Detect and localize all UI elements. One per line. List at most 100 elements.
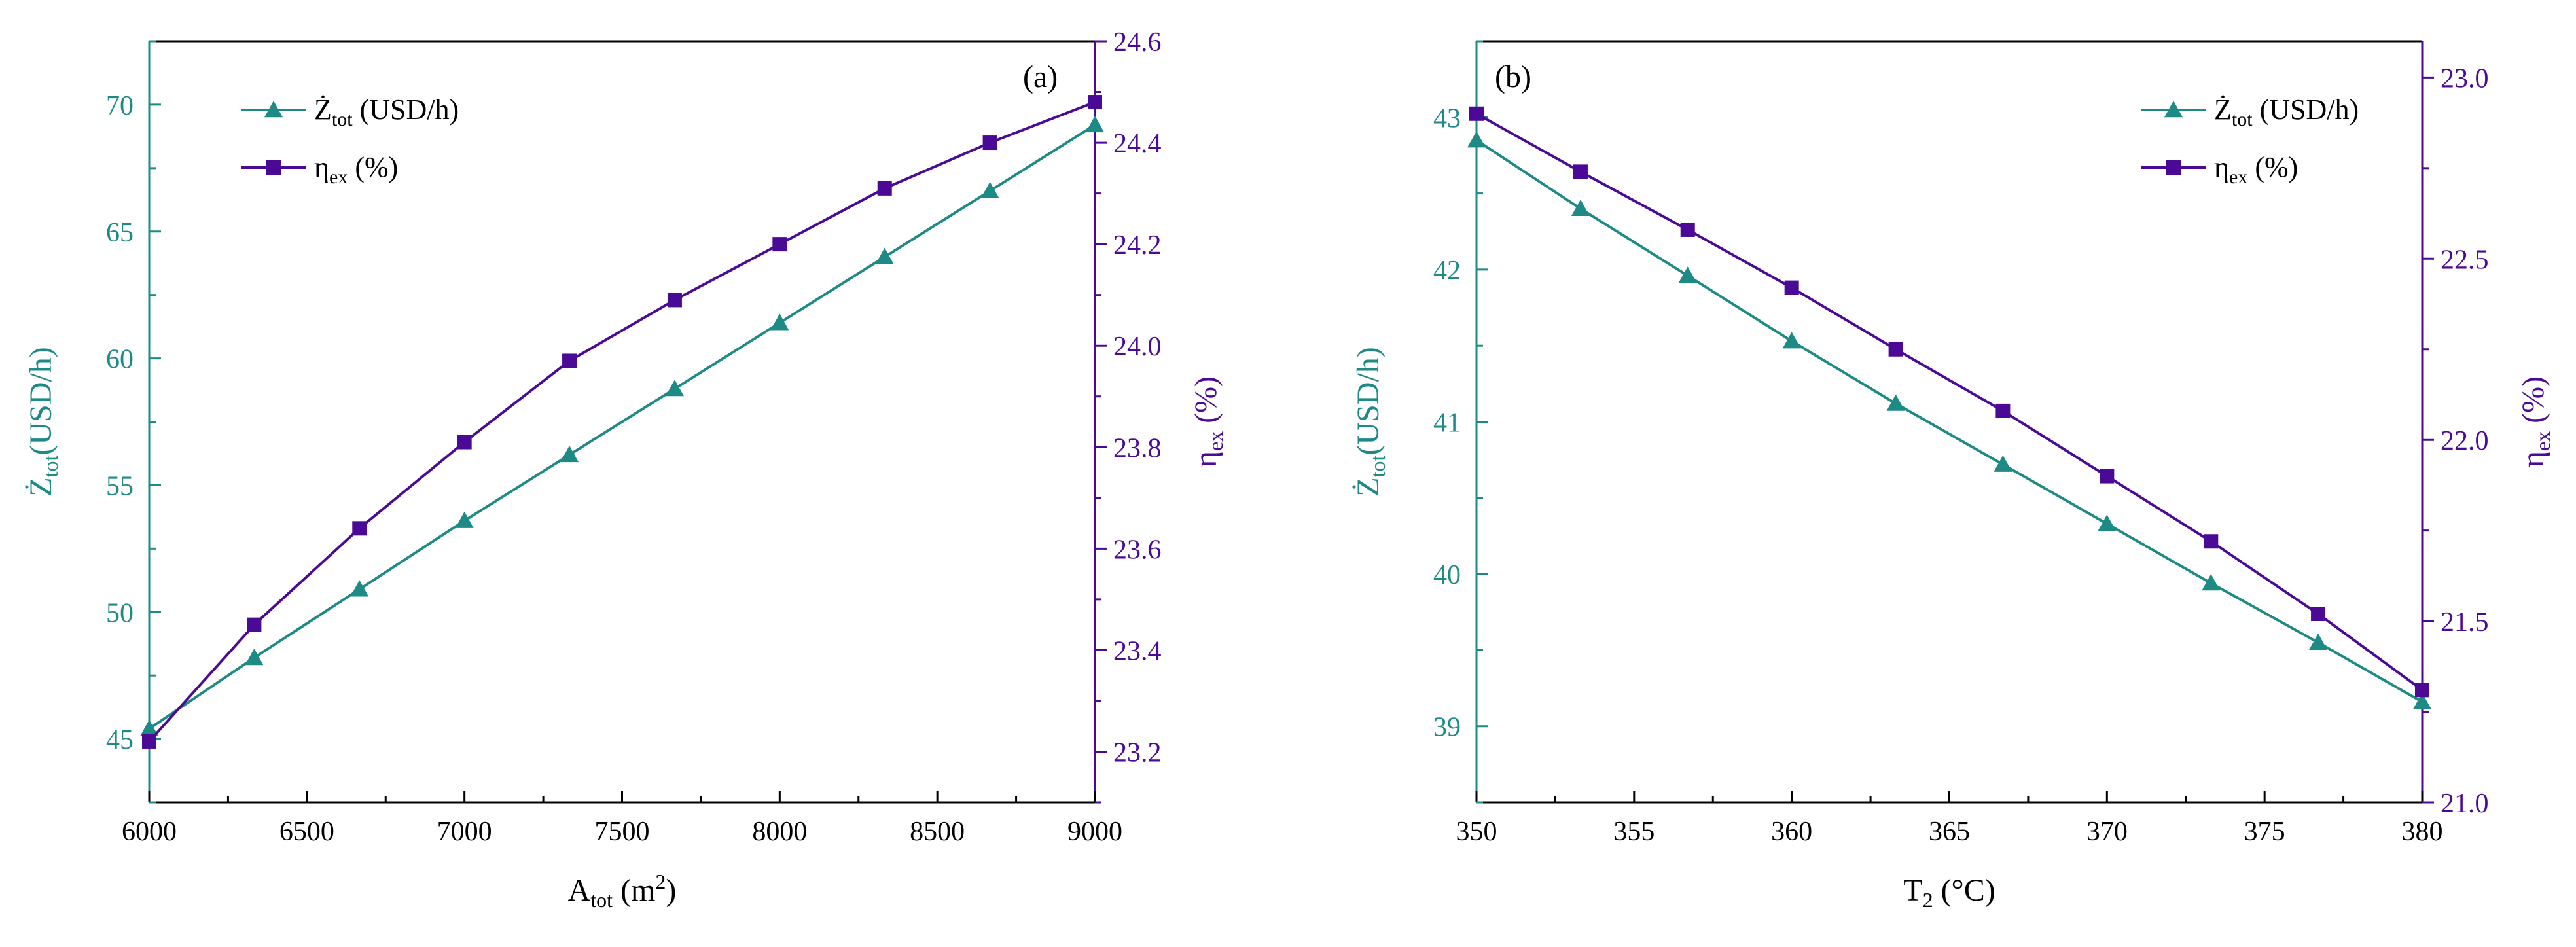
x-tick-label: 6000 [122,817,177,847]
square-marker [772,237,787,252]
left-tick-label: 60 [106,345,134,375]
triangle-marker [1678,266,1697,283]
left-tick-label: 42 [1433,256,1461,286]
triangle-marker [1994,455,2012,472]
x-tick-label: 365 [1929,817,1970,847]
left-axis-title: Żtot(USD/h) [1351,347,1389,496]
x-tick-label: 380 [2402,817,2443,847]
triangle-marker [560,445,579,463]
legend: Żtot (USD/h) ηex (%) [241,94,459,188]
triangle-marker [2413,692,2431,709]
square-marker [2204,534,2219,549]
triangle-marker [140,719,158,736]
triangle-marker [980,181,999,198]
chart-panel-b: 350 355 360 365 370 375 380 39 40 41 42 43 21.0 21.5 2… [1351,40,2554,912]
triangle-marker [1467,131,1486,148]
chart-panel-a: 6000 6500 7000 7500 8000 8500 9000 45 50 55 60 65 70… [24,27,1227,912]
left-axis-title: Żtot(USD/h) [24,347,62,496]
square-marker [982,135,997,151]
square-marker [1573,164,1588,179]
triangle-marker [455,511,474,528]
series-line [1476,113,2424,691]
x-tick-label: 8500 [910,817,965,847]
square-marker [667,293,682,308]
triangle-marker [2098,514,2117,531]
x-tick-label: 360 [1771,817,1812,847]
x-tick-label: 355 [1613,817,1655,847]
triangle-marker [770,313,789,331]
right-tick-label: 23.0 [2441,63,2489,94]
square-marker [1088,95,1102,110]
triangle-marker [1886,394,1905,411]
x-tick-label: 6500 [279,817,334,847]
triangle-marker [2309,633,2328,650]
right-tick-label: 24.6 [1113,27,1162,58]
left-tick-label: 40 [1433,560,1461,590]
square-marker [142,734,156,749]
right-tick-label: 24.4 [1113,129,1162,159]
series-line [1475,139,2423,704]
legend-triangle-marker [2164,101,2183,118]
legend-square-marker [266,160,281,175]
x-axis-title: Atot (m2) [568,870,677,912]
square-marker [1784,280,1799,295]
square-marker [352,521,367,536]
left-tick-label: 41 [1433,408,1461,438]
legend-label: ηex (%) [314,151,398,188]
square-marker [562,353,577,368]
triangle-marker [665,380,684,397]
right-tick-label: 24.0 [1113,332,1162,362]
square-marker [2311,607,2326,622]
square-marker [1995,403,2011,418]
series-eta-ex [1469,106,2429,698]
square-marker [2415,683,2429,698]
legend-label: ηex (%) [2214,151,2298,188]
x-tick-label: 375 [2244,817,2285,847]
series-eta-ex [142,95,1102,749]
left-tick-label: 55 [106,471,134,501]
right-tick-label: 22.0 [2441,426,2489,456]
series-line [148,101,1096,743]
right-tick-label: 21.5 [2441,607,2489,637]
square-marker [1888,342,1903,357]
triangle-marker [1086,115,1104,133]
square-marker [877,181,892,196]
square-marker [247,617,262,632]
triangle-marker [350,580,369,597]
right-tick-label: 22.5 [2441,245,2489,275]
left-tick-label: 45 [106,725,134,755]
left-tick-label: 70 [106,91,134,121]
series-z-tot [1467,131,2431,709]
triangle-marker [1782,332,1801,349]
left-tick-label: 65 [106,218,134,248]
x-tick-label: 370 [2086,817,2128,847]
x-tick-label: 8000 [752,817,807,847]
legend-square-marker [2166,160,2181,175]
x-tick-label: 9000 [1067,817,1122,847]
triangle-marker [875,247,894,264]
right-tick-label: 23.6 [1113,535,1162,565]
right-tick-label: 23.4 [1113,636,1162,666]
panel-label: (a) [1023,60,1058,94]
triangle-marker [1571,199,1590,217]
legend-label: Żtot (USD/h) [314,94,459,130]
triangle-marker [2202,574,2221,591]
series-z-tot [140,115,1104,736]
legend: Żtot (USD/h) ηex (%) [2141,94,2359,188]
triangle-marker [245,649,264,666]
square-marker [1680,222,1695,237]
legend-triangle-marker [264,101,283,118]
x-tick-label: 7000 [437,817,492,847]
legend-label: Żtot (USD/h) [2214,94,2359,130]
right-tick-label: 23.8 [1113,433,1162,463]
right-tick-label: 23.2 [1113,738,1162,768]
panel-label: (b) [1495,60,1531,94]
x-axis-title: T2 (°C) [1903,873,1995,912]
right-tick-label: 24.2 [1113,230,1162,260]
x-tick-label: 7500 [595,817,650,847]
series-line [148,124,1096,730]
right-axis-title: ηex (%) [1189,376,1227,467]
x-tick-label: 350 [1456,817,1497,847]
square-marker [457,435,472,450]
